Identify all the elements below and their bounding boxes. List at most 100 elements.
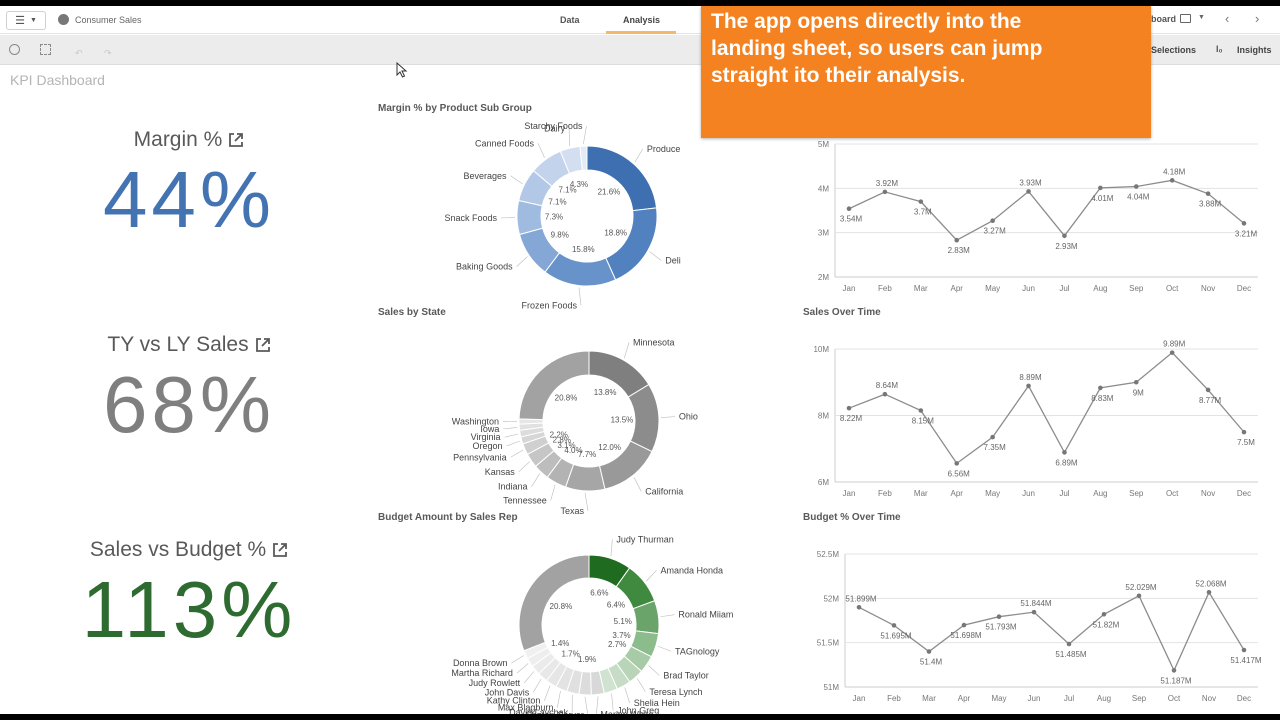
x-tick-label: Dec bbox=[1237, 284, 1251, 293]
x-tick-label: Feb bbox=[878, 284, 892, 293]
kpi-margin[interactable]: Margin % 44% bbox=[0, 128, 378, 240]
data-point bbox=[1026, 383, 1031, 389]
data-value-label: 3.21M bbox=[1235, 229, 1258, 238]
slice-category-label: Max Blagburn bbox=[498, 703, 554, 713]
data-point bbox=[846, 206, 852, 212]
slice-category-label: Kathy Clinton bbox=[487, 696, 541, 706]
sales-by-state-donut[interactable]: 13.8% Minnesota 13.5% Ohio 12.0% California 7.… bbox=[378, 324, 758, 516]
margin-by-product-donut[interactable]: 21.6% Produce 18.8% Deli 15.8% Frozen Foods 9.… bbox=[378, 120, 758, 310]
x-tick-label: Jun bbox=[1028, 694, 1041, 703]
y-tick-label: 8M bbox=[818, 412, 829, 421]
slice-value-label: 3.1% bbox=[557, 441, 575, 450]
data-value-label: 9M bbox=[1133, 388, 1144, 397]
y-tick-label: 5M bbox=[818, 140, 829, 149]
chart-title: Budget Amount by Sales Rep bbox=[378, 512, 518, 523]
slice-category-label: Judy Thurman bbox=[616, 534, 673, 544]
sheet-view-icon[interactable] bbox=[1180, 14, 1191, 23]
smart-search-icon[interactable] bbox=[9, 44, 20, 55]
donut-slice bbox=[605, 207, 658, 281]
leader-line bbox=[649, 251, 662, 261]
series-line bbox=[848, 179, 1245, 242]
external-link-icon[interactable] bbox=[255, 337, 271, 353]
step-back-icon[interactable]: ↶ bbox=[75, 48, 83, 58]
chevron-down-icon[interactable]: ▼ bbox=[1198, 14, 1205, 21]
kpi-value: 113% bbox=[81, 565, 297, 654]
external-link-icon[interactable] bbox=[272, 542, 288, 558]
sheet-title: KPI Dashboard bbox=[10, 72, 105, 88]
step-forward-icon[interactable]: ↷ bbox=[104, 48, 112, 58]
leader-line bbox=[611, 693, 614, 711]
x-tick-label: Jan bbox=[843, 284, 856, 293]
slice-category-label: Pennsylvania bbox=[453, 452, 507, 462]
slice-category-label: Donna Brown bbox=[453, 658, 508, 668]
data-point bbox=[1133, 184, 1139, 189]
data-point bbox=[1098, 385, 1103, 391]
leader-line bbox=[634, 148, 644, 163]
data-value-label: 4.18M bbox=[1163, 167, 1186, 176]
sales-over-time-line-chart[interactable]: 10M 8M 6M Jan Feb Mar Apr May Jun Jul Aug Sep Oct Nov… bbox=[800, 336, 1275, 506]
slice-category-label: Canned Foods bbox=[475, 138, 535, 148]
x-tick-label: Dec bbox=[1237, 489, 1251, 498]
slice-value-label: 2.8% bbox=[553, 436, 571, 445]
previous-sheet-icon[interactable]: ‹ bbox=[1225, 11, 1230, 26]
data-point bbox=[882, 189, 888, 195]
data-point bbox=[961, 622, 967, 628]
next-sheet-icon[interactable]: › bbox=[1255, 11, 1260, 26]
slice-value-label: 7.7% bbox=[578, 450, 596, 459]
data-point bbox=[1101, 611, 1107, 617]
data-point bbox=[1171, 668, 1177, 673]
leader-line bbox=[516, 256, 528, 267]
kpi-label-wrap: Sales vs Budget % bbox=[90, 538, 288, 562]
budget-by-sales-rep-donut[interactable]: 6.6% Judy Thurman 6.4% Amanda Honda 5.1% Rona… bbox=[378, 529, 758, 714]
data-value-label: 3.7M bbox=[914, 208, 932, 217]
leader-line bbox=[504, 433, 519, 438]
margin-over-time-line-chart[interactable]: 5M 4M 3M 2M Jan Feb Mar Apr May Jun Jul Aug Sep Oct No… bbox=[800, 138, 1275, 300]
x-tick-label: May bbox=[985, 284, 1000, 293]
hamburger-icon: ☰ bbox=[15, 15, 25, 27]
budget-over-time-line-chart[interactable]: 52.5M 52M 51.5M 51M Jan Feb Mar Apr May Jun Jul Aug… bbox=[800, 540, 1275, 710]
insights-icon[interactable]: I₀ bbox=[1216, 44, 1223, 54]
leader-line bbox=[660, 416, 675, 418]
data-value-label: 8.77M bbox=[1199, 396, 1222, 405]
slice-value-label: 2.2% bbox=[550, 430, 568, 439]
slice-value-label: 13.5% bbox=[611, 415, 634, 424]
donut-slice bbox=[516, 199, 544, 236]
leader-line bbox=[537, 143, 545, 158]
y-tick-label: 51.5M bbox=[817, 639, 840, 648]
slice-category-label: Indiana bbox=[498, 482, 528, 492]
kpi-ty-vs-ly-sales[interactable]: TY vs LY Sales 68% bbox=[0, 333, 378, 445]
y-tick-label: 52M bbox=[823, 594, 839, 603]
insights-button[interactable]: Insights bbox=[1237, 45, 1272, 55]
leader-line bbox=[518, 461, 530, 473]
slice-category-label: Starchy Foods bbox=[524, 121, 583, 131]
slice-value-label: 5.1% bbox=[614, 617, 632, 626]
external-link-icon[interactable] bbox=[228, 132, 244, 148]
x-tick-label: Aug bbox=[1093, 284, 1107, 293]
leader-line bbox=[533, 678, 542, 693]
kpi-label: Margin % bbox=[133, 128, 223, 151]
kpi-value: 68% bbox=[102, 360, 276, 449]
data-value-label: 8.22M bbox=[840, 414, 863, 423]
storytelling-tab[interactable]: board bbox=[1151, 14, 1177, 24]
series-line bbox=[858, 590, 1245, 672]
selection-tool-icon[interactable] bbox=[40, 44, 51, 55]
x-tick-label: Jul bbox=[1059, 284, 1069, 293]
donut-slice bbox=[586, 145, 658, 212]
data-point bbox=[954, 461, 960, 466]
tab-data[interactable]: Data bbox=[560, 15, 580, 25]
slice-category-label: Brad Taylor bbox=[663, 671, 708, 681]
data-point bbox=[1205, 191, 1211, 196]
tab-analysis[interactable]: Analysis bbox=[623, 15, 661, 25]
slice-value-label: 4.0% bbox=[564, 446, 582, 455]
main-menu-button[interactable]: ☰ ▼ bbox=[6, 11, 46, 30]
x-tick-label: Feb bbox=[878, 489, 892, 498]
slice-value-label: 1.7% bbox=[562, 650, 580, 659]
selections-button[interactable]: Selections bbox=[1151, 45, 1197, 55]
slice-value-label: 9.8% bbox=[551, 231, 569, 240]
kpi-sales-vs-budget[interactable]: Sales vs Budget % 113% bbox=[0, 538, 378, 650]
slice-category-label: Texas bbox=[560, 506, 584, 516]
leader-line bbox=[637, 678, 646, 692]
data-value-label: 52.068M bbox=[1195, 579, 1226, 588]
chart-title: Sales Over Time bbox=[803, 307, 881, 318]
data-point bbox=[1062, 233, 1067, 239]
